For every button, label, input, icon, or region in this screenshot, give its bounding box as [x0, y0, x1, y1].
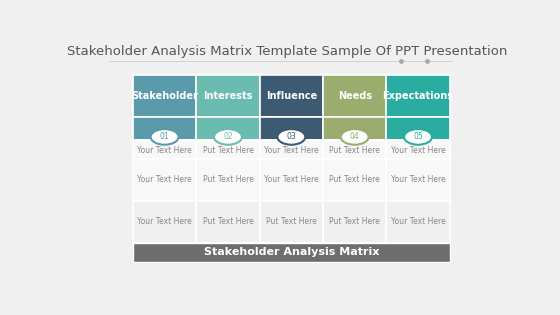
Bar — [323, 159, 386, 201]
Text: Put Text Here: Put Text Here — [266, 217, 317, 226]
Bar — [197, 140, 260, 159]
Circle shape — [341, 129, 368, 145]
Bar — [197, 159, 260, 201]
Text: Your Text Here: Your Text Here — [264, 175, 319, 185]
Text: Your Text Here: Your Text Here — [264, 146, 319, 155]
Text: Put Text Here: Put Text Here — [203, 175, 254, 185]
Text: 03: 03 — [287, 132, 296, 141]
Text: Interests: Interests — [203, 91, 253, 101]
Text: Stakeholder Analysis Matrix Template Sample Of PPT Presentation: Stakeholder Analysis Matrix Template Sam… — [67, 45, 507, 58]
Bar — [133, 243, 450, 262]
Bar — [260, 75, 323, 117]
Text: Put Text Here: Put Text Here — [329, 146, 380, 155]
Text: Your Text Here: Your Text Here — [391, 217, 445, 226]
Bar — [133, 140, 197, 159]
Text: Put Text Here: Put Text Here — [203, 217, 254, 226]
Text: Your Text Here: Your Text Here — [391, 175, 445, 185]
Bar — [386, 75, 450, 117]
Bar — [197, 117, 260, 140]
Text: Your Text Here: Your Text Here — [137, 217, 192, 226]
Bar — [133, 201, 197, 243]
Text: Your Text Here: Your Text Here — [391, 146, 445, 155]
Text: Expectations: Expectations — [382, 91, 454, 101]
Text: 02: 02 — [223, 132, 233, 141]
Bar — [323, 140, 386, 159]
Text: 04: 04 — [350, 132, 360, 141]
Text: Influence: Influence — [265, 91, 317, 101]
Bar — [386, 140, 450, 159]
Text: Put Text Here: Put Text Here — [203, 146, 254, 155]
Text: 05: 05 — [413, 132, 423, 141]
Bar — [386, 117, 450, 140]
Circle shape — [404, 129, 432, 145]
Bar — [260, 140, 323, 159]
Text: Put Text Here: Put Text Here — [329, 217, 380, 226]
Bar — [323, 75, 386, 117]
Bar — [133, 117, 197, 140]
Text: Your Text Here: Your Text Here — [137, 146, 192, 155]
Text: Your Text Here: Your Text Here — [137, 175, 192, 185]
Bar — [386, 201, 450, 243]
Text: Needs: Needs — [338, 91, 372, 101]
Text: Put Text Here: Put Text Here — [329, 175, 380, 185]
Bar — [386, 159, 450, 201]
Bar — [323, 117, 386, 140]
Bar — [197, 201, 260, 243]
Text: Stakeholder: Stakeholder — [131, 91, 198, 101]
Circle shape — [214, 129, 242, 145]
Bar — [323, 201, 386, 243]
Circle shape — [151, 129, 179, 145]
Text: Stakeholder Analysis Matrix: Stakeholder Analysis Matrix — [204, 247, 379, 257]
Bar — [133, 159, 197, 201]
Text: 01: 01 — [160, 132, 170, 141]
Bar — [133, 75, 197, 117]
Circle shape — [277, 129, 305, 145]
Bar — [260, 201, 323, 243]
Bar — [260, 117, 323, 140]
Bar — [260, 159, 323, 201]
Bar — [197, 75, 260, 117]
